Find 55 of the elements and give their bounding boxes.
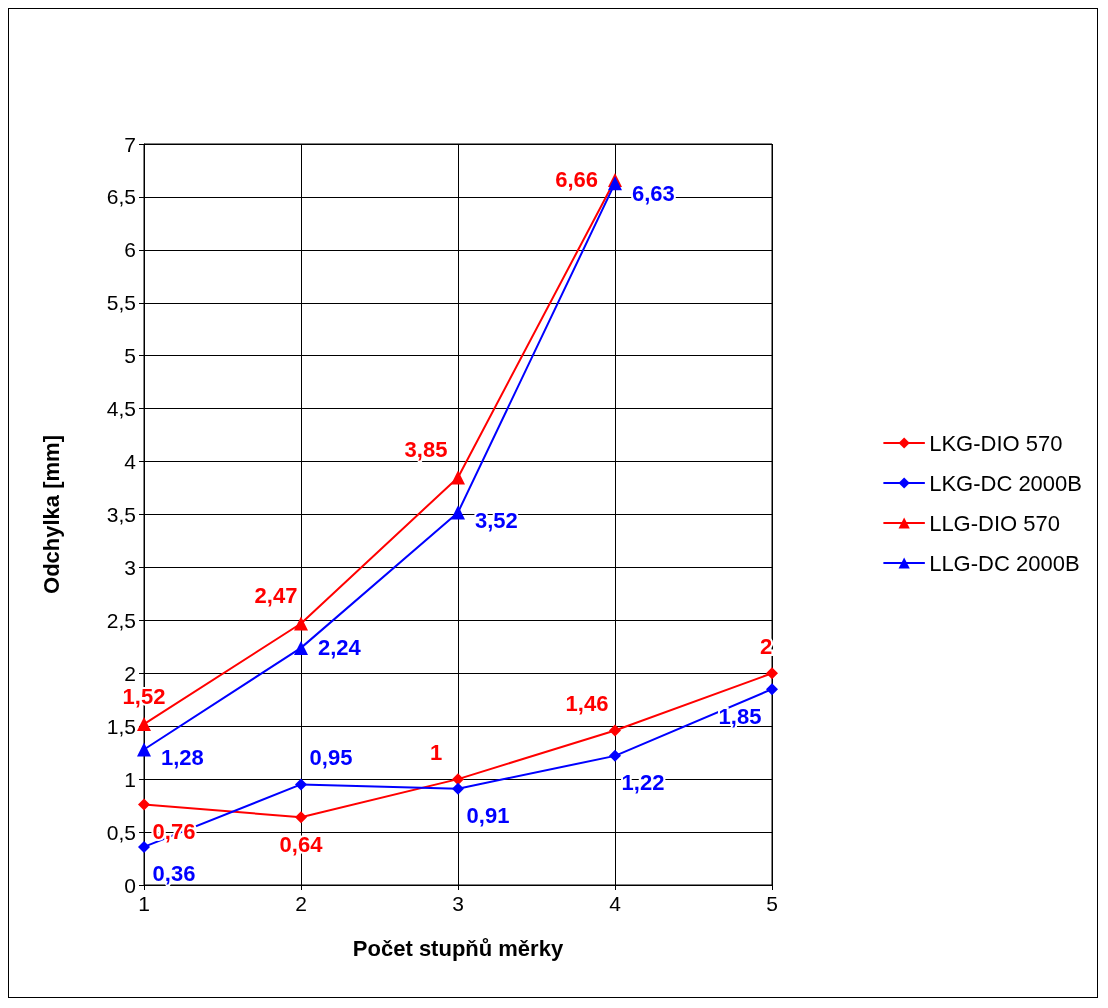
data-label: 3,85: [404, 436, 448, 462]
point: [766, 683, 778, 696]
y-tick-label: 5,5: [106, 291, 136, 315]
point: [452, 782, 464, 795]
point: [609, 724, 621, 737]
y-tick-label: 7: [124, 132, 136, 156]
y-tick-label: 0,5: [106, 820, 136, 844]
x-tick-label: 3: [452, 892, 464, 915]
legend-label: LKG-DC 2000B: [929, 470, 1083, 496]
y-tick-label: 2,5: [106, 608, 136, 632]
y-tick-label: 4: [124, 450, 137, 474]
x-tick-label: 5: [766, 892, 778, 915]
point: [294, 640, 308, 655]
y-tick-label: 0: [124, 873, 136, 897]
x-axis-title: Počet stupňů měrky: [352, 935, 564, 961]
data-label: 6,66: [555, 167, 598, 193]
data-label: 0,95: [309, 744, 353, 770]
y-tick-label: 1,5: [106, 714, 136, 738]
point: [609, 749, 621, 762]
x-tick-label: 1: [138, 892, 150, 915]
data-label: 1: [429, 739, 443, 765]
point: [137, 717, 151, 732]
y-tick-label: 3,5: [106, 503, 136, 526]
data-label: 0,91: [466, 803, 510, 829]
point: [138, 798, 150, 811]
point: [608, 176, 622, 191]
data-label: 1,28: [161, 745, 204, 770]
data-label: 2: [759, 633, 773, 659]
x-tick-label: 4: [609, 892, 622, 915]
point: [766, 667, 778, 680]
y-tick-label: 6,5: [106, 185, 136, 209]
legend-label: LKG-DIO 570: [929, 430, 1063, 456]
legend-label: LLG-DIO 570: [929, 510, 1060, 536]
y-tick-label: 5: [124, 344, 136, 368]
x-tick-label: 2: [295, 892, 307, 915]
point: [295, 811, 307, 824]
y-tick-label: 6: [124, 238, 136, 262]
point: [451, 470, 465, 485]
data-label: 2,47: [254, 583, 298, 609]
point: [294, 616, 308, 631]
point: [295, 778, 307, 791]
y-tick-label: 2: [124, 661, 136, 685]
legend-label: LLG-DC 2000B: [929, 550, 1080, 576]
y-tick-label: 4,5: [106, 397, 136, 421]
data-label: 0,36: [152, 861, 196, 887]
point: [138, 840, 150, 853]
point: [137, 742, 151, 757]
y-axis-title: Odchylka [mm]: [38, 435, 64, 594]
data-label: 1,85: [718, 703, 762, 729]
data-label: 1,46: [565, 690, 609, 716]
point: [451, 505, 465, 520]
y-tick-label: 1: [124, 767, 136, 791]
data-label: 3,52: [475, 507, 518, 533]
y-tick-label: 3: [124, 555, 136, 579]
data-label: 2,24: [318, 635, 362, 661]
